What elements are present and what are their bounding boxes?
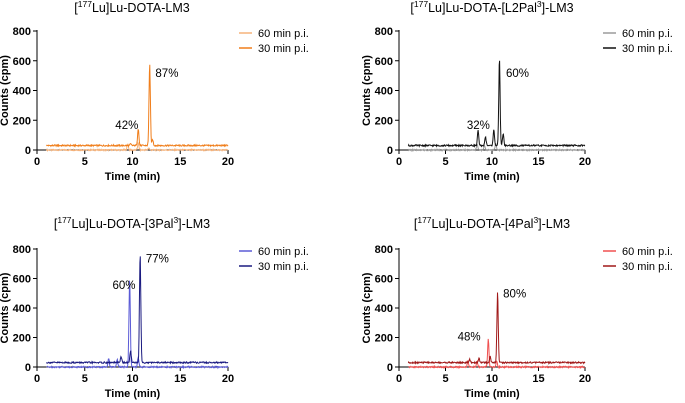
chart-title: [177Lu]Lu-DOTA-LM3 <box>74 0 189 15</box>
y-tick-label: 600 <box>13 274 31 286</box>
chart-panel-3: [177Lu]Lu-DOTA-[3Pal3]-LM3 0 200 400 600 800 0… <box>0 215 309 400</box>
legend-label: 60 min p.i. <box>622 246 673 258</box>
y-tick-label: 600 <box>375 56 393 68</box>
series-line-30-min-pi <box>46 64 229 148</box>
x-axis-label: Time (min) <box>105 388 161 400</box>
y-tick-label: 200 <box>13 333 31 345</box>
x-tick-label: 20 <box>222 156 234 168</box>
legend-label: 30 min p.i. <box>258 43 309 55</box>
peak-annotation: 77% <box>146 253 169 265</box>
x-tick-label: 0 <box>396 156 402 168</box>
y-tick-label: 200 <box>375 333 393 345</box>
chart-panel-4: [177Lu]Lu-DOTA-[4Pal3]-LM3 0 200 400 600 800 0… <box>361 215 673 400</box>
legend-label: 60 min p.i. <box>622 28 673 40</box>
y-tick-label: 400 <box>375 303 393 315</box>
x-tick-label: 10 <box>486 373 498 385</box>
legend-label: 30 min p.i. <box>622 261 673 273</box>
x-tick-label: 20 <box>579 156 591 168</box>
x-tick-label: 5 <box>442 156 448 168</box>
x-axis-label: Time (min) <box>464 388 520 400</box>
x-tick-label: 0 <box>34 156 40 168</box>
series-line-30-min-pi <box>46 256 229 365</box>
y-tick-label: 400 <box>375 86 393 98</box>
peak-annotation: 48% <box>458 331 481 343</box>
chart-title: [177Lu]Lu-DOTA-[4Pal3]-LM3 <box>414 215 570 231</box>
x-tick-label: 15 <box>532 373 544 385</box>
x-tick-label: 5 <box>442 373 448 385</box>
x-tick-label: 5 <box>82 156 88 168</box>
x-tick-label: 0 <box>34 373 40 385</box>
x-tick-label: 20 <box>579 373 591 385</box>
chart-title: [177Lu]Lu-DOTA-[3Pal3]-LM3 <box>54 215 210 231</box>
y-axis-label: Counts (cpm) <box>361 272 373 343</box>
chart-panel-2: [177Lu]Lu-DOTA-[L2Pal3]-LM30200400600800… <box>361 0 673 183</box>
y-tick-label: 0 <box>387 362 393 374</box>
legend-label: 60 min p.i. <box>258 28 309 40</box>
peak-annotation: 32% <box>467 120 490 132</box>
x-axis-label: Time (min) <box>105 171 161 183</box>
series-line-30-min-pi <box>407 60 586 148</box>
y-tick-label: 0 <box>387 145 393 157</box>
series-line-60-min-pi <box>408 142 586 153</box>
chart-title: [177Lu]Lu-DOTA-[L2Pal3]-LM3 <box>410 0 573 15</box>
y-tick-label: 800 <box>375 26 393 38</box>
y-tick-label: 0 <box>25 362 31 374</box>
y-tick-label: 800 <box>13 244 31 256</box>
x-tick-label: 5 <box>82 373 88 385</box>
y-tick-label: 600 <box>13 56 31 68</box>
peak-annotation: 60% <box>112 280 135 292</box>
chart-panel-1: [177Lu]Lu-DOTA-LM3 0 200 400 600 800 0 5 10 15 20 T… <box>0 0 309 183</box>
x-tick-label: 0 <box>396 373 402 385</box>
x-tick-label: 15 <box>174 156 186 168</box>
legend-label: 60 min p.i. <box>258 246 309 258</box>
y-tick-label: 0 <box>25 145 31 157</box>
peak-annotation: 87% <box>155 68 178 80</box>
peak-annotation: 42% <box>115 120 138 132</box>
x-tick-label: 10 <box>126 156 138 168</box>
series-line-60-min-pi <box>408 338 586 370</box>
y-tick-label: 600 <box>375 274 393 286</box>
y-axis-label: Counts (cpm) <box>0 272 11 343</box>
peak-annotation: 80% <box>503 289 526 301</box>
y-tick-label: 200 <box>375 115 393 127</box>
series-line-30-min-pi <box>407 292 586 365</box>
series-line-60-min-pi <box>46 280 229 370</box>
x-tick-label: 10 <box>486 156 498 168</box>
y-axis-label: Counts (cpm) <box>0 55 11 126</box>
y-tick-label: 200 <box>13 115 31 127</box>
x-tick-label: 20 <box>222 373 234 385</box>
peak-annotation: 60% <box>506 68 529 80</box>
y-tick-label: 400 <box>13 303 31 315</box>
legend-label: 30 min p.i. <box>622 43 673 55</box>
y-tick-label: 800 <box>13 26 31 38</box>
y-tick-label: 400 <box>13 86 31 98</box>
y-axis-label: Counts (cpm) <box>361 55 373 126</box>
x-axis-label: Time (min) <box>464 171 520 183</box>
x-tick-label: 15 <box>532 156 544 168</box>
x-tick-label: 15 <box>174 373 186 385</box>
x-tick-label: 10 <box>126 373 138 385</box>
y-tick-label: 800 <box>375 244 393 256</box>
legend-label: 30 min p.i. <box>258 261 309 273</box>
series-line-60-min-pi <box>46 141 229 153</box>
